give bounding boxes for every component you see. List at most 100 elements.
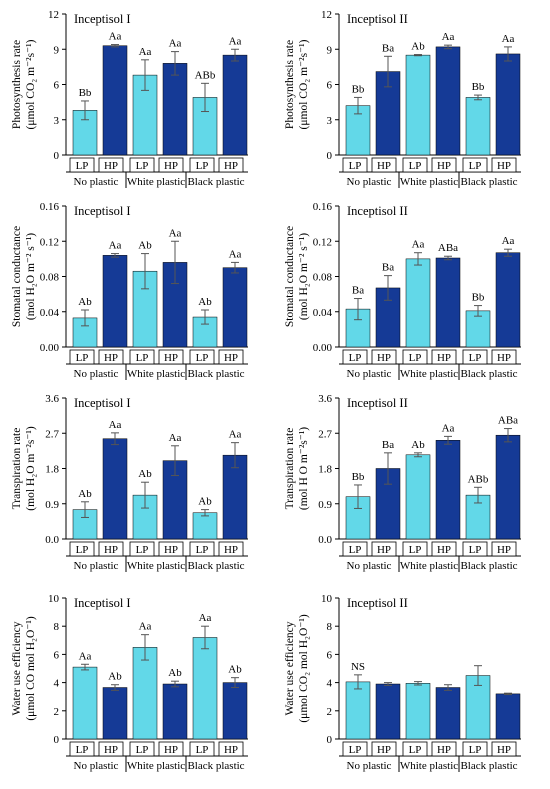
bar-hp xyxy=(495,434,521,540)
bar-label: LP xyxy=(349,352,362,364)
lp-hp-box xyxy=(431,741,457,757)
bar-label: HP xyxy=(437,352,451,364)
y-tick-label: 0 xyxy=(327,734,333,746)
bar-label: LP xyxy=(409,744,422,756)
bar-label: LP xyxy=(469,352,482,364)
panel-2: 0 3 6 9 12 Photosynthesis rate (μmol CO₂ m⁻²s⁻… xyxy=(284,9,521,188)
bar-lp xyxy=(345,681,371,740)
group-label: White plastic xyxy=(400,760,458,772)
significance-label: Ab xyxy=(198,296,212,308)
y-axis-label: Transpiration rate xyxy=(284,428,296,510)
significance-label: Ab xyxy=(78,488,92,500)
lp-hp-box xyxy=(98,349,124,365)
panel-title: Inceptisol II xyxy=(347,396,408,410)
bar-lp xyxy=(465,310,491,348)
y-axis-label: Photosynthesis rate xyxy=(11,40,23,129)
bar-lp xyxy=(345,308,371,348)
group-label: Black plastic xyxy=(460,176,517,188)
y-tick-label: 0 xyxy=(327,150,333,162)
bar-label: LP xyxy=(136,544,149,556)
group-label: White plastic xyxy=(127,176,185,188)
lp-hp-box xyxy=(371,157,397,173)
y-tick-label: 1.8 xyxy=(45,464,59,476)
y-axis-label: Water use efficiency xyxy=(284,621,296,715)
bar-hp xyxy=(102,438,128,540)
lp-hp-box xyxy=(402,157,428,173)
significance-label: Aa xyxy=(79,650,92,662)
significance-label: Ab xyxy=(411,439,425,451)
bar-label: LP xyxy=(76,544,89,556)
y-tick-label: 2 xyxy=(54,706,60,718)
group-label: No plastic xyxy=(74,176,119,188)
bar-label: LP xyxy=(196,544,209,556)
bar-label: LP xyxy=(196,160,209,172)
y-tick-label: 2.7 xyxy=(318,428,332,440)
lp-hp-box xyxy=(342,741,368,757)
bar-lp xyxy=(405,454,431,540)
significance-label: Ba xyxy=(382,262,394,274)
bar-hp xyxy=(375,683,401,740)
significance-label: Aa xyxy=(229,248,242,260)
bar-lp xyxy=(405,258,431,348)
lp-hp-box xyxy=(491,541,517,557)
significance-label: Bb xyxy=(352,83,365,95)
group-label: Black plastic xyxy=(460,760,517,772)
y-axis-unit: (mol H O m⁻²s⁻¹) xyxy=(298,427,310,510)
y-tick-label: 12 xyxy=(48,9,59,21)
bar-label: HP xyxy=(437,544,451,556)
bar-label: HP xyxy=(497,160,511,172)
panel-4: 0.00 0.04 0.08 0.12 0.16 Stomatal conductance… xyxy=(284,201,521,380)
lp-hp-box xyxy=(98,741,124,757)
bar-label: HP xyxy=(497,544,511,556)
group-label: White plastic xyxy=(127,760,185,772)
significance-label: Aa xyxy=(109,419,122,431)
bar-hp xyxy=(222,682,248,740)
bar-hp xyxy=(495,693,521,740)
group-label: No plastic xyxy=(347,176,392,188)
y-tick-label: 0.00 xyxy=(313,342,333,354)
bar-label: LP xyxy=(76,160,89,172)
significance-label: Ab xyxy=(78,296,92,308)
y-tick-label: 0.16 xyxy=(40,201,60,213)
significance-label: Bb xyxy=(472,292,485,304)
bar-lp xyxy=(465,675,491,740)
y-tick-label: 3 xyxy=(327,115,333,127)
significance-label: Aa xyxy=(169,227,182,239)
significance-label: Aa xyxy=(109,31,122,43)
significance-label: Aa xyxy=(169,432,182,444)
group-label: White plastic xyxy=(400,560,458,572)
lp-hp-box xyxy=(69,349,95,365)
bar-label: HP xyxy=(497,744,511,756)
significance-label: Aa xyxy=(442,31,455,43)
y-axis-label: Stomatal conductance xyxy=(11,226,23,327)
bar-hp xyxy=(435,440,461,540)
lp-hp-box xyxy=(189,741,215,757)
lp-hp-box xyxy=(462,741,488,757)
panel-title: Inceptisol II xyxy=(347,596,408,610)
bar-label: HP xyxy=(224,544,238,556)
bar-hp xyxy=(102,255,128,348)
significance-label: Ab xyxy=(108,671,122,683)
significance-label: Aa xyxy=(169,38,182,50)
y-tick-label: 3.6 xyxy=(45,393,59,405)
significance-label: Aa xyxy=(442,422,455,434)
lp-hp-box xyxy=(431,157,457,173)
lp-hp-box xyxy=(158,157,184,173)
group-label: Black plastic xyxy=(187,368,244,380)
y-tick-label: 0.04 xyxy=(313,307,333,319)
y-axis-unit: (mol H₂O m⁻² s⁻¹) xyxy=(25,233,37,320)
y-tick-label: 3.6 xyxy=(318,393,332,405)
bar-label: LP xyxy=(196,744,209,756)
group-label: Black plastic xyxy=(187,560,244,572)
y-tick-label: 0 xyxy=(54,150,60,162)
bar-lp xyxy=(465,97,491,156)
lp-hp-box xyxy=(189,157,215,173)
lp-hp-box xyxy=(158,349,184,365)
y-tick-label: 0.0 xyxy=(45,534,59,546)
lp-hp-box xyxy=(69,157,95,173)
lp-hp-box xyxy=(218,157,244,173)
lp-hp-box xyxy=(189,541,215,557)
y-axis-unit: (μmol CO₂ m⁻²s⁻¹) xyxy=(25,39,37,129)
significance-label: Ba xyxy=(352,285,364,297)
lp-hp-box xyxy=(342,541,368,557)
